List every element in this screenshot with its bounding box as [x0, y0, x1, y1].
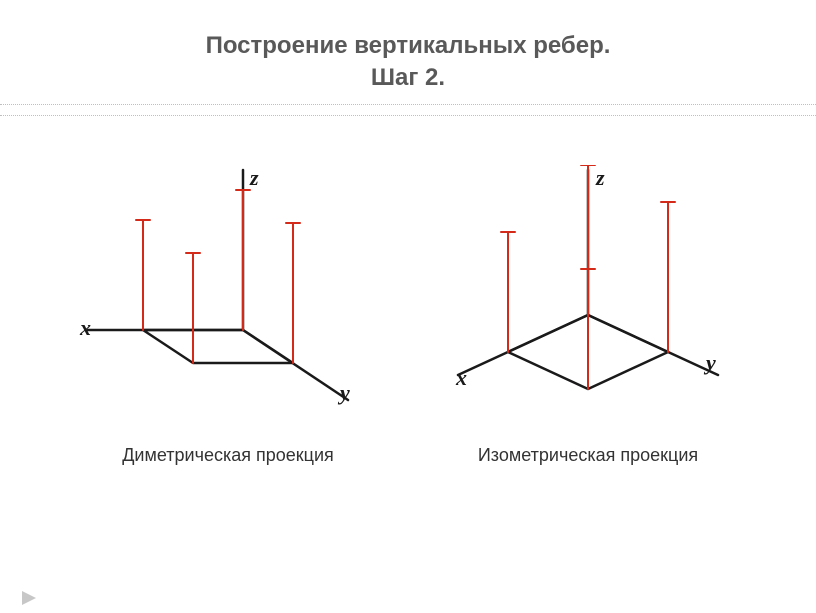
caption-dimetric: Диметрическая проекция: [78, 445, 378, 466]
title-line-1: Построение вертикальных ребер.: [206, 32, 611, 59]
diagram-row: x y z x y z: [0, 165, 816, 415]
isometric-svg: [438, 165, 738, 415]
divider-top: [0, 104, 816, 105]
caption-isometric: Изометрическая проекция: [438, 445, 738, 466]
dimetric-svg: [78, 165, 378, 415]
isometric-diagram: x y z: [438, 165, 738, 415]
page-title: Построение вертикальных ребер. Шаг 2.: [0, 0, 816, 95]
caption-row: Диметрическая проекция Изометрическая пр…: [0, 445, 816, 466]
title-line-2: Шаг 2.: [371, 64, 445, 91]
axis-label-y: y: [340, 380, 350, 406]
axis-label-x: x: [80, 315, 91, 341]
axis-label-z: z: [250, 165, 259, 191]
axis-label-x: x: [456, 365, 467, 391]
dimetric-diagram: x y z: [78, 165, 378, 415]
slide-arrow-icon: [22, 591, 36, 605]
axis-label-z: z: [596, 165, 605, 191]
divider-bottom: [0, 115, 816, 116]
axis-label-y: y: [706, 350, 716, 376]
